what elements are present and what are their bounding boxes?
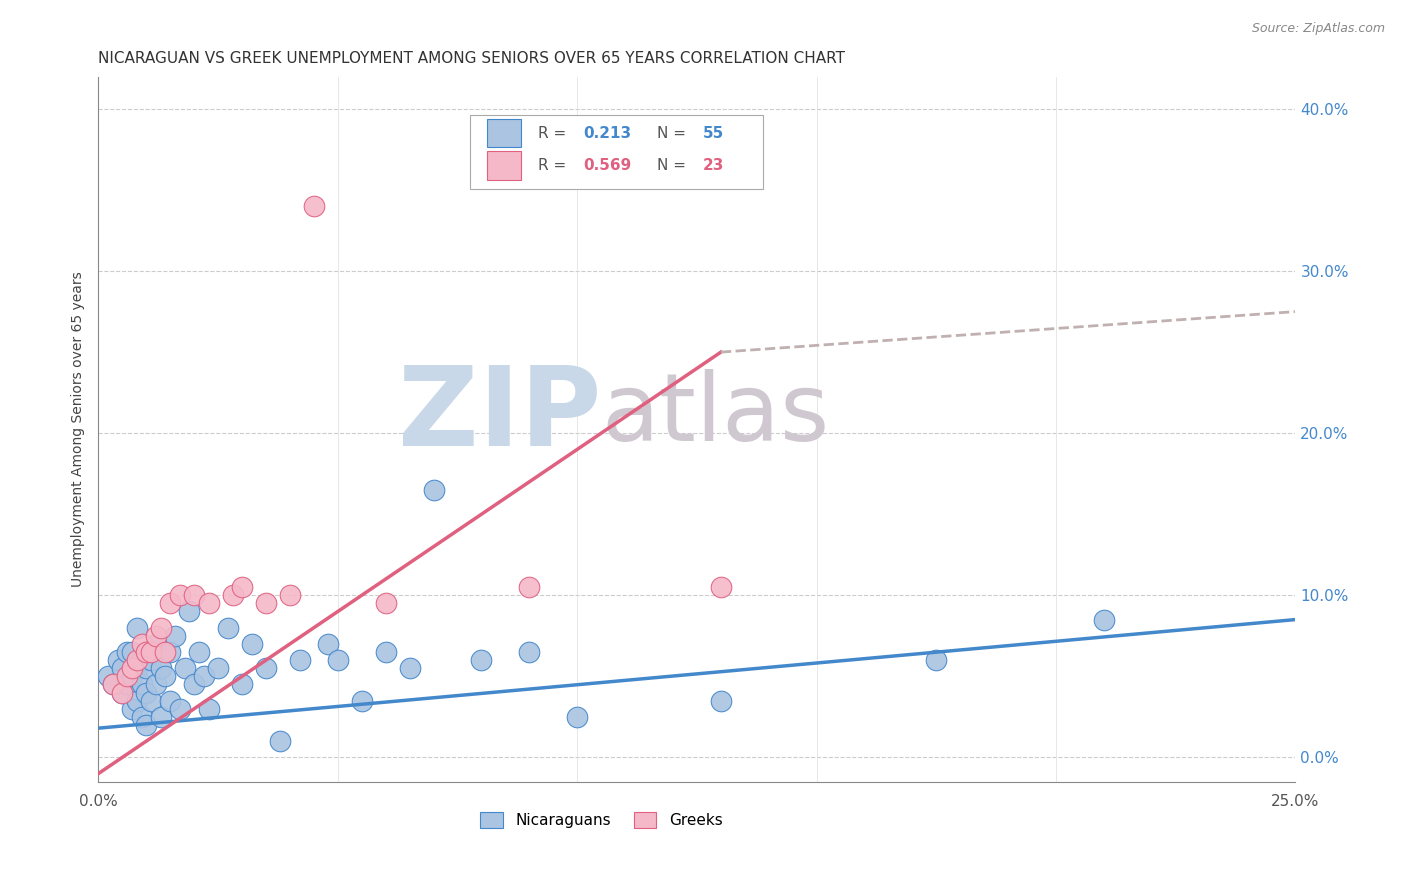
Point bbox=[125, 621, 148, 635]
Point bbox=[131, 653, 153, 667]
Point bbox=[269, 734, 291, 748]
Point bbox=[221, 588, 243, 602]
Point bbox=[111, 685, 134, 699]
Point bbox=[254, 661, 277, 675]
Point bbox=[374, 645, 396, 659]
Point bbox=[155, 669, 177, 683]
FancyBboxPatch shape bbox=[488, 152, 522, 179]
Point bbox=[149, 621, 172, 635]
Point bbox=[197, 702, 219, 716]
Point bbox=[121, 645, 143, 659]
Point bbox=[115, 645, 138, 659]
Point bbox=[710, 693, 733, 707]
Point bbox=[519, 580, 541, 594]
Point bbox=[302, 199, 325, 213]
Point bbox=[149, 661, 172, 675]
Text: R =: R = bbox=[537, 126, 571, 141]
Point bbox=[121, 661, 143, 675]
Point bbox=[149, 710, 172, 724]
Point bbox=[183, 588, 205, 602]
Point bbox=[925, 653, 948, 667]
Point bbox=[111, 661, 134, 675]
Point bbox=[231, 677, 253, 691]
Point bbox=[567, 710, 589, 724]
Point bbox=[350, 693, 373, 707]
Point bbox=[125, 661, 148, 675]
Point bbox=[101, 677, 124, 691]
Point bbox=[121, 702, 143, 716]
Point bbox=[710, 580, 733, 594]
Point bbox=[422, 483, 444, 497]
Point bbox=[173, 661, 195, 675]
Point bbox=[231, 580, 253, 594]
Point bbox=[326, 653, 349, 667]
Text: 0.213: 0.213 bbox=[583, 126, 631, 141]
Point bbox=[155, 645, 177, 659]
Text: ZIP: ZIP bbox=[398, 361, 602, 468]
Text: Source: ZipAtlas.com: Source: ZipAtlas.com bbox=[1251, 22, 1385, 36]
Point bbox=[135, 645, 157, 659]
Text: 23: 23 bbox=[703, 158, 724, 173]
Y-axis label: Unemployment Among Seniors over 65 years: Unemployment Among Seniors over 65 years bbox=[72, 271, 86, 587]
Point bbox=[131, 637, 153, 651]
Point bbox=[125, 693, 148, 707]
Point bbox=[197, 596, 219, 610]
Point bbox=[135, 661, 157, 675]
Point bbox=[169, 702, 191, 716]
Point bbox=[519, 645, 541, 659]
Point bbox=[207, 661, 229, 675]
Point bbox=[97, 669, 120, 683]
Point bbox=[115, 677, 138, 691]
Point bbox=[135, 718, 157, 732]
Point bbox=[240, 637, 263, 651]
Point bbox=[131, 677, 153, 691]
Text: 0.569: 0.569 bbox=[583, 158, 631, 173]
Point bbox=[115, 669, 138, 683]
Point bbox=[288, 653, 311, 667]
Point bbox=[135, 685, 157, 699]
Point bbox=[159, 596, 181, 610]
Point bbox=[398, 661, 420, 675]
Text: NICARAGUAN VS GREEK UNEMPLOYMENT AMONG SENIORS OVER 65 YEARS CORRELATION CHART: NICARAGUAN VS GREEK UNEMPLOYMENT AMONG S… bbox=[98, 51, 845, 66]
Point bbox=[145, 677, 167, 691]
Point bbox=[139, 653, 162, 667]
Point bbox=[193, 669, 215, 683]
Text: 55: 55 bbox=[703, 126, 724, 141]
Point bbox=[139, 645, 162, 659]
Point bbox=[163, 629, 186, 643]
Point bbox=[101, 677, 124, 691]
FancyBboxPatch shape bbox=[488, 120, 522, 147]
Point bbox=[278, 588, 301, 602]
Point bbox=[179, 604, 201, 618]
Point bbox=[1092, 613, 1115, 627]
Point bbox=[139, 693, 162, 707]
Point bbox=[470, 653, 492, 667]
Text: N =: N = bbox=[658, 126, 692, 141]
Point bbox=[145, 629, 167, 643]
Point bbox=[111, 685, 134, 699]
FancyBboxPatch shape bbox=[470, 115, 763, 189]
Point bbox=[107, 653, 129, 667]
Point bbox=[217, 621, 239, 635]
Point bbox=[316, 637, 339, 651]
Point bbox=[159, 693, 181, 707]
Point bbox=[254, 596, 277, 610]
Point bbox=[121, 669, 143, 683]
Point bbox=[145, 637, 167, 651]
Text: R =: R = bbox=[537, 158, 571, 173]
Point bbox=[131, 710, 153, 724]
Point bbox=[169, 588, 191, 602]
Text: N =: N = bbox=[658, 158, 692, 173]
Point bbox=[374, 596, 396, 610]
Point bbox=[125, 653, 148, 667]
Legend: Nicaraguans, Greeks: Nicaraguans, Greeks bbox=[474, 805, 728, 834]
Point bbox=[183, 677, 205, 691]
Point bbox=[188, 645, 211, 659]
Point bbox=[159, 645, 181, 659]
Text: atlas: atlas bbox=[602, 369, 830, 461]
